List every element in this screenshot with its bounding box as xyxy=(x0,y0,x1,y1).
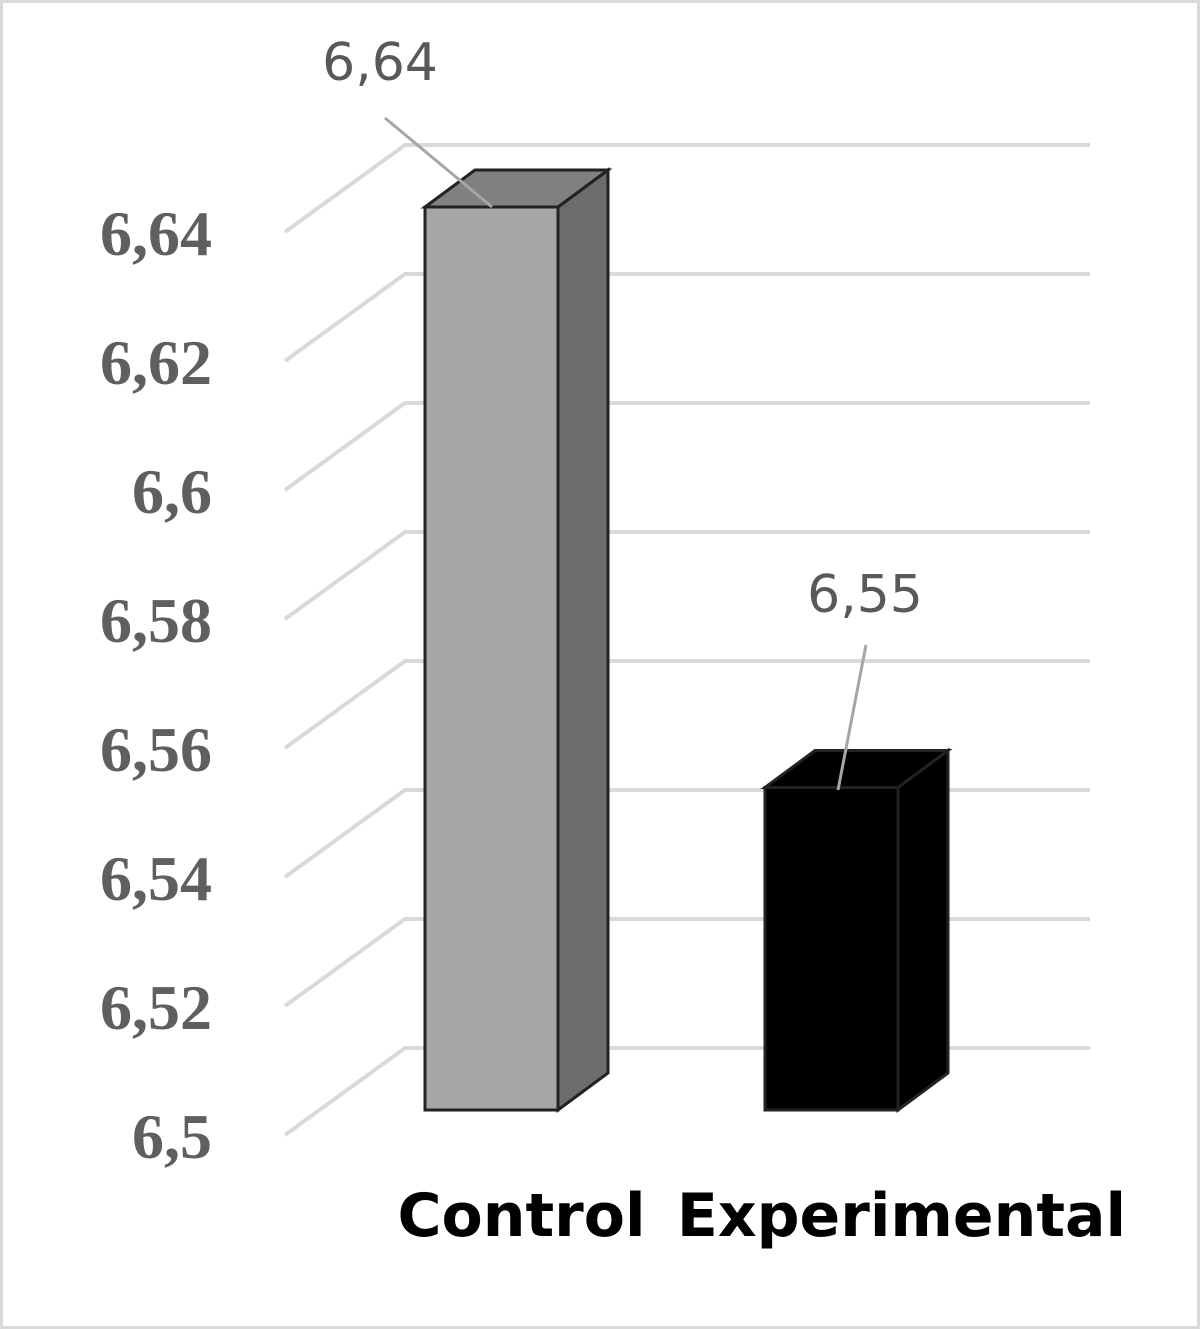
bar xyxy=(760,747,953,1113)
y-tick-label: 6,64 xyxy=(100,198,212,269)
value-label: 6,64 xyxy=(322,33,438,93)
bar-side xyxy=(556,167,610,1113)
y-tick-label: 6,62 xyxy=(100,327,212,398)
x-tick-label: Control xyxy=(397,1181,645,1251)
y-tick-label: 6,54 xyxy=(100,843,212,914)
y-tick-label: 6,58 xyxy=(100,585,212,656)
x-tick-label: Experimental xyxy=(677,1181,1126,1251)
bar-top xyxy=(760,749,953,789)
bar-top xyxy=(420,168,613,209)
bar-front xyxy=(423,205,560,1112)
bar xyxy=(420,167,613,1113)
y-tick-label: 6,56 xyxy=(100,714,212,785)
y-tick-label: 6,5 xyxy=(132,1101,212,1172)
grid-line xyxy=(283,401,1090,492)
leader-line xyxy=(836,644,868,791)
y-tick-label: 6,6 xyxy=(132,456,212,527)
grid-line xyxy=(283,272,1090,363)
grid-line xyxy=(283,143,1090,234)
value-label: 6,55 xyxy=(807,565,923,625)
y-tick-label: 6,52 xyxy=(100,972,212,1043)
bar-front xyxy=(763,786,900,1112)
bar-side xyxy=(896,747,950,1113)
grid-line xyxy=(283,530,1090,621)
leader-line xyxy=(384,116,493,209)
